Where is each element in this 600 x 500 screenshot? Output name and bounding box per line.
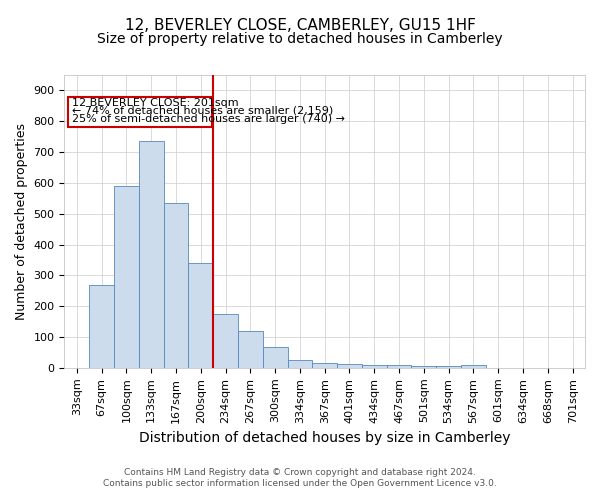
Bar	[89, 284, 114, 368]
Bar	[412, 366, 436, 368]
Text: ← 74% of detached houses are smaller (2,159): ← 74% of detached houses are smaller (2,…	[72, 106, 333, 116]
Bar	[164, 203, 188, 368]
Bar	[114, 186, 139, 368]
Text: Contains HM Land Registry data © Crown copyright and database right 2024.
Contai: Contains HM Land Registry data © Crown c…	[103, 468, 497, 487]
Text: 25% of semi-detached houses are larger (740) →: 25% of semi-detached houses are larger (…	[72, 114, 345, 124]
Bar	[287, 360, 313, 368]
Bar	[68, 97, 212, 128]
Bar	[263, 348, 287, 368]
Bar	[337, 364, 362, 368]
Bar	[313, 364, 337, 368]
Bar	[461, 366, 486, 368]
Bar	[188, 263, 213, 368]
Bar	[362, 365, 386, 368]
X-axis label: Distribution of detached houses by size in Camberley: Distribution of detached houses by size …	[139, 431, 511, 445]
Y-axis label: Number of detached properties: Number of detached properties	[15, 123, 28, 320]
Bar	[213, 314, 238, 368]
Bar	[436, 366, 461, 368]
Bar	[386, 366, 412, 368]
Text: Size of property relative to detached houses in Camberley: Size of property relative to detached ho…	[97, 32, 503, 46]
Bar	[238, 331, 263, 368]
Bar	[139, 142, 164, 368]
Text: 12, BEVERLEY CLOSE, CAMBERLEY, GU15 1HF: 12, BEVERLEY CLOSE, CAMBERLEY, GU15 1HF	[125, 18, 475, 32]
Text: 12 BEVERLEY CLOSE: 201sqm: 12 BEVERLEY CLOSE: 201sqm	[72, 98, 238, 108]
